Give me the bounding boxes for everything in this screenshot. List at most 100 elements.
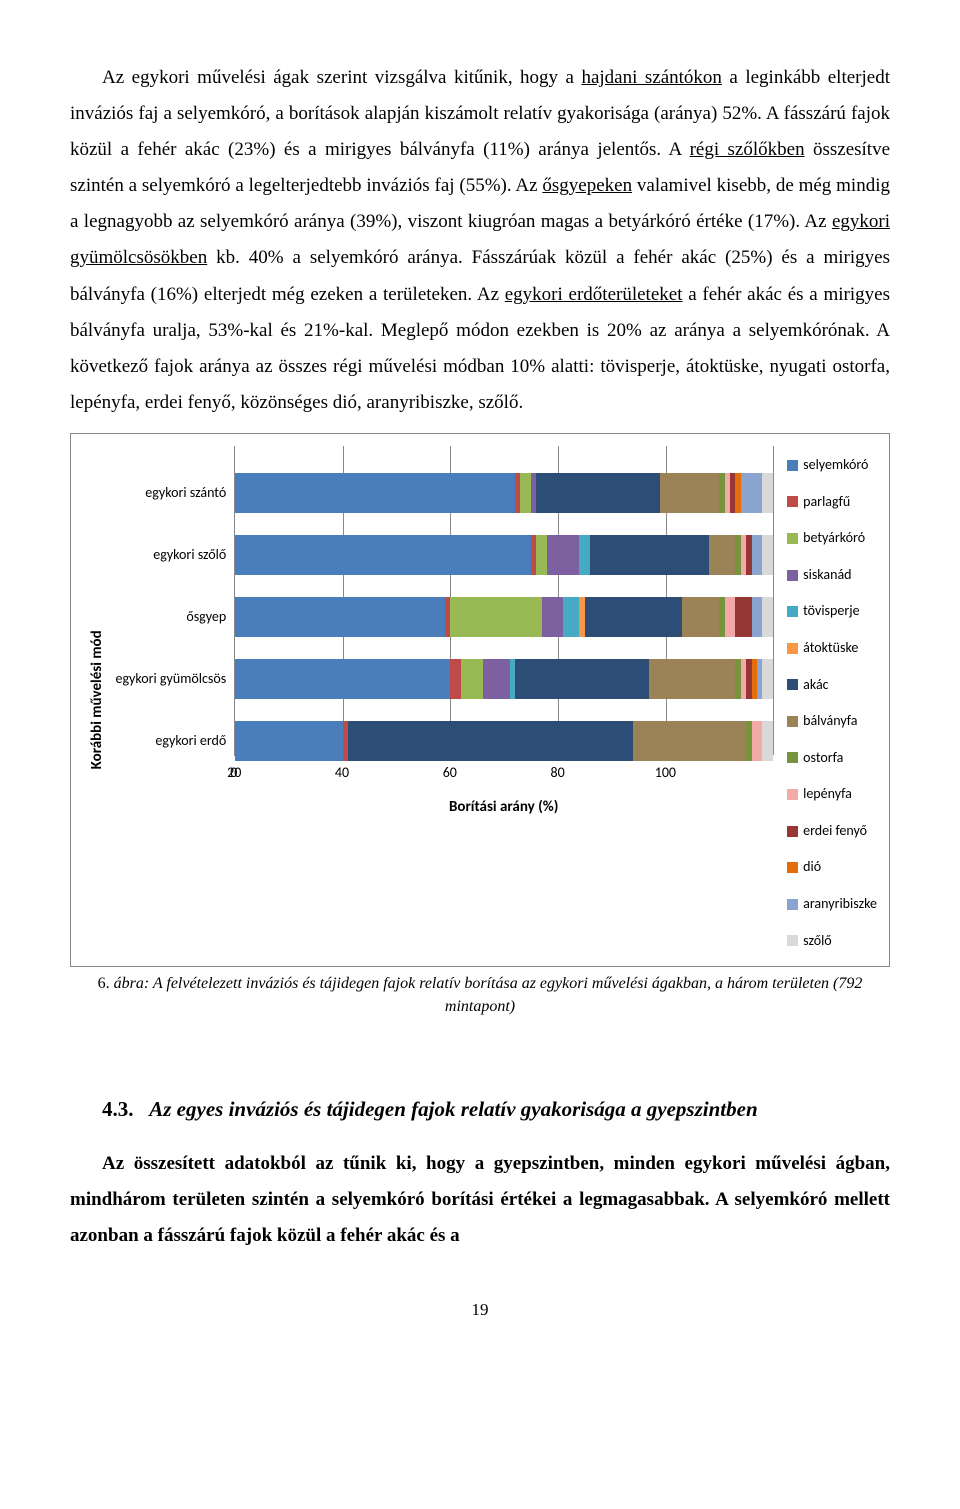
page-number: 19	[70, 1294, 890, 1326]
bar-row	[235, 648, 773, 710]
stacked-bar	[235, 659, 773, 699]
legend-swatch	[787, 899, 798, 910]
caption-text: ábra: A felvételezett inváziós és tájide…	[110, 975, 863, 1014]
bar-segment	[450, 659, 461, 699]
stacked-bar	[235, 535, 773, 575]
bar-segment	[762, 721, 773, 761]
bar-segment	[515, 659, 649, 699]
legend-swatch	[787, 606, 798, 617]
bar-segment	[235, 535, 531, 575]
body-paragraph-1: Az egykori művelési ágak szerint vizsgál…	[70, 60, 890, 421]
bar-segment	[450, 597, 541, 637]
legend-swatch	[787, 679, 798, 690]
bar-segment	[752, 535, 763, 575]
bar-segment	[547, 535, 579, 575]
bar-segment	[649, 659, 735, 699]
bar-segment	[762, 473, 773, 513]
legend-item: tövisperje	[787, 598, 877, 625]
section-number: 4.3.	[102, 1097, 134, 1121]
bar-segment	[235, 659, 450, 699]
bar-segment	[536, 473, 660, 513]
legend-swatch	[787, 789, 798, 800]
p1-u2: régi szőlőkben	[690, 139, 805, 160]
stacked-bar	[235, 597, 773, 637]
legend-swatch	[787, 460, 798, 471]
bar-segment	[590, 535, 708, 575]
bar-segment	[682, 597, 720, 637]
p2: Az összesített adatokból az tűnik ki, ho…	[70, 1153, 890, 1246]
legend-item: ostorfa	[787, 745, 877, 772]
bar-segment	[741, 473, 763, 513]
legend-swatch	[787, 716, 798, 727]
legend-label: átoktüske	[803, 635, 858, 662]
bar-segment	[735, 597, 751, 637]
legend-label: szőlő	[803, 928, 832, 955]
legend-swatch	[787, 935, 798, 946]
bar-segment	[709, 535, 736, 575]
legend-swatch	[787, 862, 798, 873]
bar-segment	[461, 659, 483, 699]
legend-label: selyemkóró	[803, 452, 868, 479]
legend-label: lepényfa	[803, 781, 852, 808]
legend-label: betyárkóró	[803, 525, 865, 552]
y-axis-label: egykori szántó	[116, 462, 235, 524]
bar-segment	[542, 597, 564, 637]
bar-segment	[235, 597, 445, 637]
bar-segment	[563, 597, 579, 637]
p1-a: Az egykori művelési ágak szerint vizsgál…	[102, 67, 581, 88]
legend-swatch	[787, 570, 798, 581]
stacked-bar	[235, 473, 773, 513]
chart-legend: selyemkóró parlagfű betyárkóró siskanád tövi…	[773, 446, 877, 954]
p1-u5: egykori erdőterületeket	[505, 284, 683, 305]
x-axis-title: Borítási arány (%)	[234, 793, 773, 822]
bar-segment	[633, 721, 746, 761]
legend-item: dió	[787, 854, 877, 881]
stacked-bar	[235, 721, 773, 761]
y-axis-label: egykori szőlő	[116, 524, 235, 586]
bar-segment	[536, 535, 547, 575]
bar-segment	[483, 659, 510, 699]
bar-segment	[585, 597, 682, 637]
bar-row	[235, 462, 773, 524]
legend-label: akác	[803, 672, 828, 699]
legend-item: betyárkóró	[787, 525, 877, 552]
legend-item: siskanád	[787, 562, 877, 589]
legend-item: erdei fenyő	[787, 818, 877, 845]
plot-and-axis: 020406080100 Borítási arány (%)	[234, 446, 773, 954]
bar-segment	[235, 721, 343, 761]
legend-item: bálványfa	[787, 708, 877, 735]
legend-swatch	[787, 752, 798, 763]
bar-segment	[752, 597, 763, 637]
legend-label: aranyribiszke	[803, 891, 877, 918]
legend-label: tövisperje	[803, 598, 859, 625]
chart-left: Korábbi művelési mód egykori szántóegyko…	[79, 446, 773, 954]
body-paragraph-2: Az összesített adatokból az tűnik ki, ho…	[70, 1146, 890, 1254]
legend-item: akác	[787, 672, 877, 699]
legend-item: lepényfa	[787, 781, 877, 808]
y-axis-title: Korábbi művelési mód	[79, 446, 116, 954]
bar-segment	[762, 535, 773, 575]
bar-segment	[725, 597, 736, 637]
p1-u3: ősgyepeken	[542, 175, 632, 196]
plot-area	[234, 446, 773, 756]
bar-segment	[660, 473, 719, 513]
bar-row	[235, 524, 773, 586]
bar-segment	[579, 535, 590, 575]
bar-segment	[752, 721, 763, 761]
section-heading: 4.3. Az egyes inváziós és tájidegen fajo…	[70, 1088, 890, 1130]
p1-u1: hajdani szántókon	[581, 67, 721, 88]
chart-container: Korábbi művelési mód egykori szántóegyko…	[70, 433, 890, 967]
legend-label: erdei fenyő	[803, 818, 867, 845]
y-axis-labels: egykori szántóegykori szőlőősgyepegykori…	[116, 446, 235, 954]
chart-gridline	[773, 446, 774, 755]
legend-label: dió	[803, 854, 821, 881]
bar-segment	[348, 721, 633, 761]
bar-segment	[235, 473, 515, 513]
legend-swatch	[787, 533, 798, 544]
section-title: Az egyes inváziós és tájidegen fajok rel…	[149, 1097, 757, 1121]
caption-number: 6.	[98, 975, 110, 992]
legend-item: selyemkóró	[787, 452, 877, 479]
legend-item: parlagfű	[787, 489, 877, 516]
legend-swatch	[787, 496, 798, 507]
bar-segment	[762, 659, 773, 699]
